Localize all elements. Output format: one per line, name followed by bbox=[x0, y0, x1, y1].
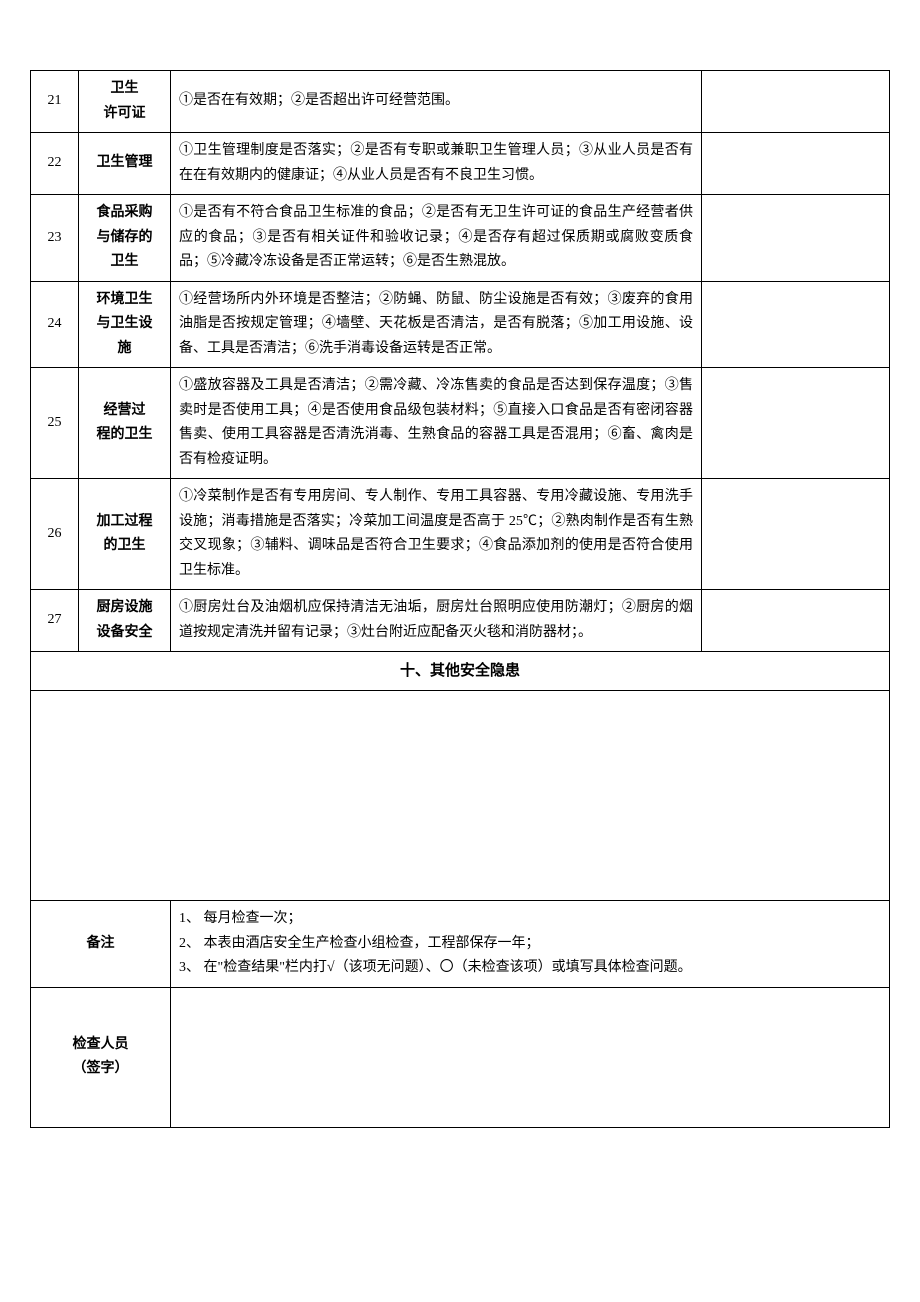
row-number: 22 bbox=[31, 133, 79, 195]
row-number: 24 bbox=[31, 281, 79, 368]
row-item: 经营过程的卫生 bbox=[79, 368, 171, 479]
row-number: 26 bbox=[31, 479, 79, 590]
sign-label: 检查人员（签字） bbox=[31, 987, 171, 1127]
row-result[interactable] bbox=[702, 479, 890, 590]
notes-content: 1、 每月检查一次；2、 本表由酒店安全生产检查小组检查，工程部保存一年；3、 … bbox=[171, 901, 890, 988]
row-description: ①厨房灶台及油烟机应保持清洁无油垢，厨房灶台照明应使用防潮灯；②厨房的烟道按规定… bbox=[171, 590, 702, 652]
empty-row bbox=[31, 691, 890, 901]
row-result[interactable] bbox=[702, 71, 890, 133]
row-result[interactable] bbox=[702, 281, 890, 368]
table-body: 21卫生许可证①是否在有效期；②是否超出许可经营范围。22卫生管理①卫生管理制度… bbox=[31, 71, 890, 1128]
row-item: 卫生许可证 bbox=[79, 71, 171, 133]
section-title: 十、其他安全隐患 bbox=[31, 652, 890, 691]
inspection-table: 21卫生许可证①是否在有效期；②是否超出许可经营范围。22卫生管理①卫生管理制度… bbox=[30, 70, 890, 1128]
row-item: 加工过程的卫生 bbox=[79, 479, 171, 590]
row-description: ①卫生管理制度是否落实；②是否有专职或兼职卫生管理人员；③从业人员是否有在在有效… bbox=[171, 133, 702, 195]
row-result[interactable] bbox=[702, 368, 890, 479]
table-row: 23食品采购与储存的卫生①是否有不符合食品卫生标准的食品；②是否有无卫生许可证的… bbox=[31, 195, 890, 282]
row-result[interactable] bbox=[702, 133, 890, 195]
row-result[interactable] bbox=[702, 590, 890, 652]
row-item: 食品采购与储存的卫生 bbox=[79, 195, 171, 282]
row-description: ①盛放容器及工具是否清洁；②需冷藏、冷冻售卖的食品是否达到保存温度；③售卖时是否… bbox=[171, 368, 702, 479]
row-number: 23 bbox=[31, 195, 79, 282]
row-description: ①是否有不符合食品卫生标准的食品；②是否有无卫生许可证的食品生产经营者供应的食品… bbox=[171, 195, 702, 282]
row-item: 厨房设施设备安全 bbox=[79, 590, 171, 652]
row-item: 环境卫生与卫生设施 bbox=[79, 281, 171, 368]
table-row: 24环境卫生与卫生设施①经营场所内外环境是否整洁；②防蝇、防鼠、防尘设施是否有效… bbox=[31, 281, 890, 368]
table-row: 25经营过程的卫生①盛放容器及工具是否清洁；②需冷藏、冷冻售卖的食品是否达到保存… bbox=[31, 368, 890, 479]
row-result[interactable] bbox=[702, 195, 890, 282]
table-row: 27厨房设施设备安全①厨房灶台及油烟机应保持清洁无油垢，厨房灶台照明应使用防潮灯… bbox=[31, 590, 890, 652]
empty-area[interactable] bbox=[31, 691, 890, 901]
table-row: 22卫生管理①卫生管理制度是否落实；②是否有专职或兼职卫生管理人员；③从业人员是… bbox=[31, 133, 890, 195]
row-number: 25 bbox=[31, 368, 79, 479]
sign-row: 检查人员（签字） bbox=[31, 987, 890, 1127]
row-description: ①冷菜制作是否有专用房间、专人制作、专用工具容器、专用冷藏设施、专用洗手设施；消… bbox=[171, 479, 702, 590]
row-description: ①是否在有效期；②是否超出许可经营范围。 bbox=[171, 71, 702, 133]
row-description: ①经营场所内外环境是否整洁；②防蝇、防鼠、防尘设施是否有效；③废弃的食用油脂是否… bbox=[171, 281, 702, 368]
section-row: 十、其他安全隐患 bbox=[31, 652, 890, 691]
row-item: 卫生管理 bbox=[79, 133, 171, 195]
notes-label: 备注 bbox=[31, 901, 171, 988]
table-row: 26加工过程的卫生①冷菜制作是否有专用房间、专人制作、专用工具容器、专用冷藏设施… bbox=[31, 479, 890, 590]
row-number: 27 bbox=[31, 590, 79, 652]
sign-area[interactable] bbox=[171, 987, 890, 1127]
table-row: 21卫生许可证①是否在有效期；②是否超出许可经营范围。 bbox=[31, 71, 890, 133]
row-number: 21 bbox=[31, 71, 79, 133]
notes-row: 备注1、 每月检查一次；2、 本表由酒店安全生产检查小组检查，工程部保存一年；3… bbox=[31, 901, 890, 988]
